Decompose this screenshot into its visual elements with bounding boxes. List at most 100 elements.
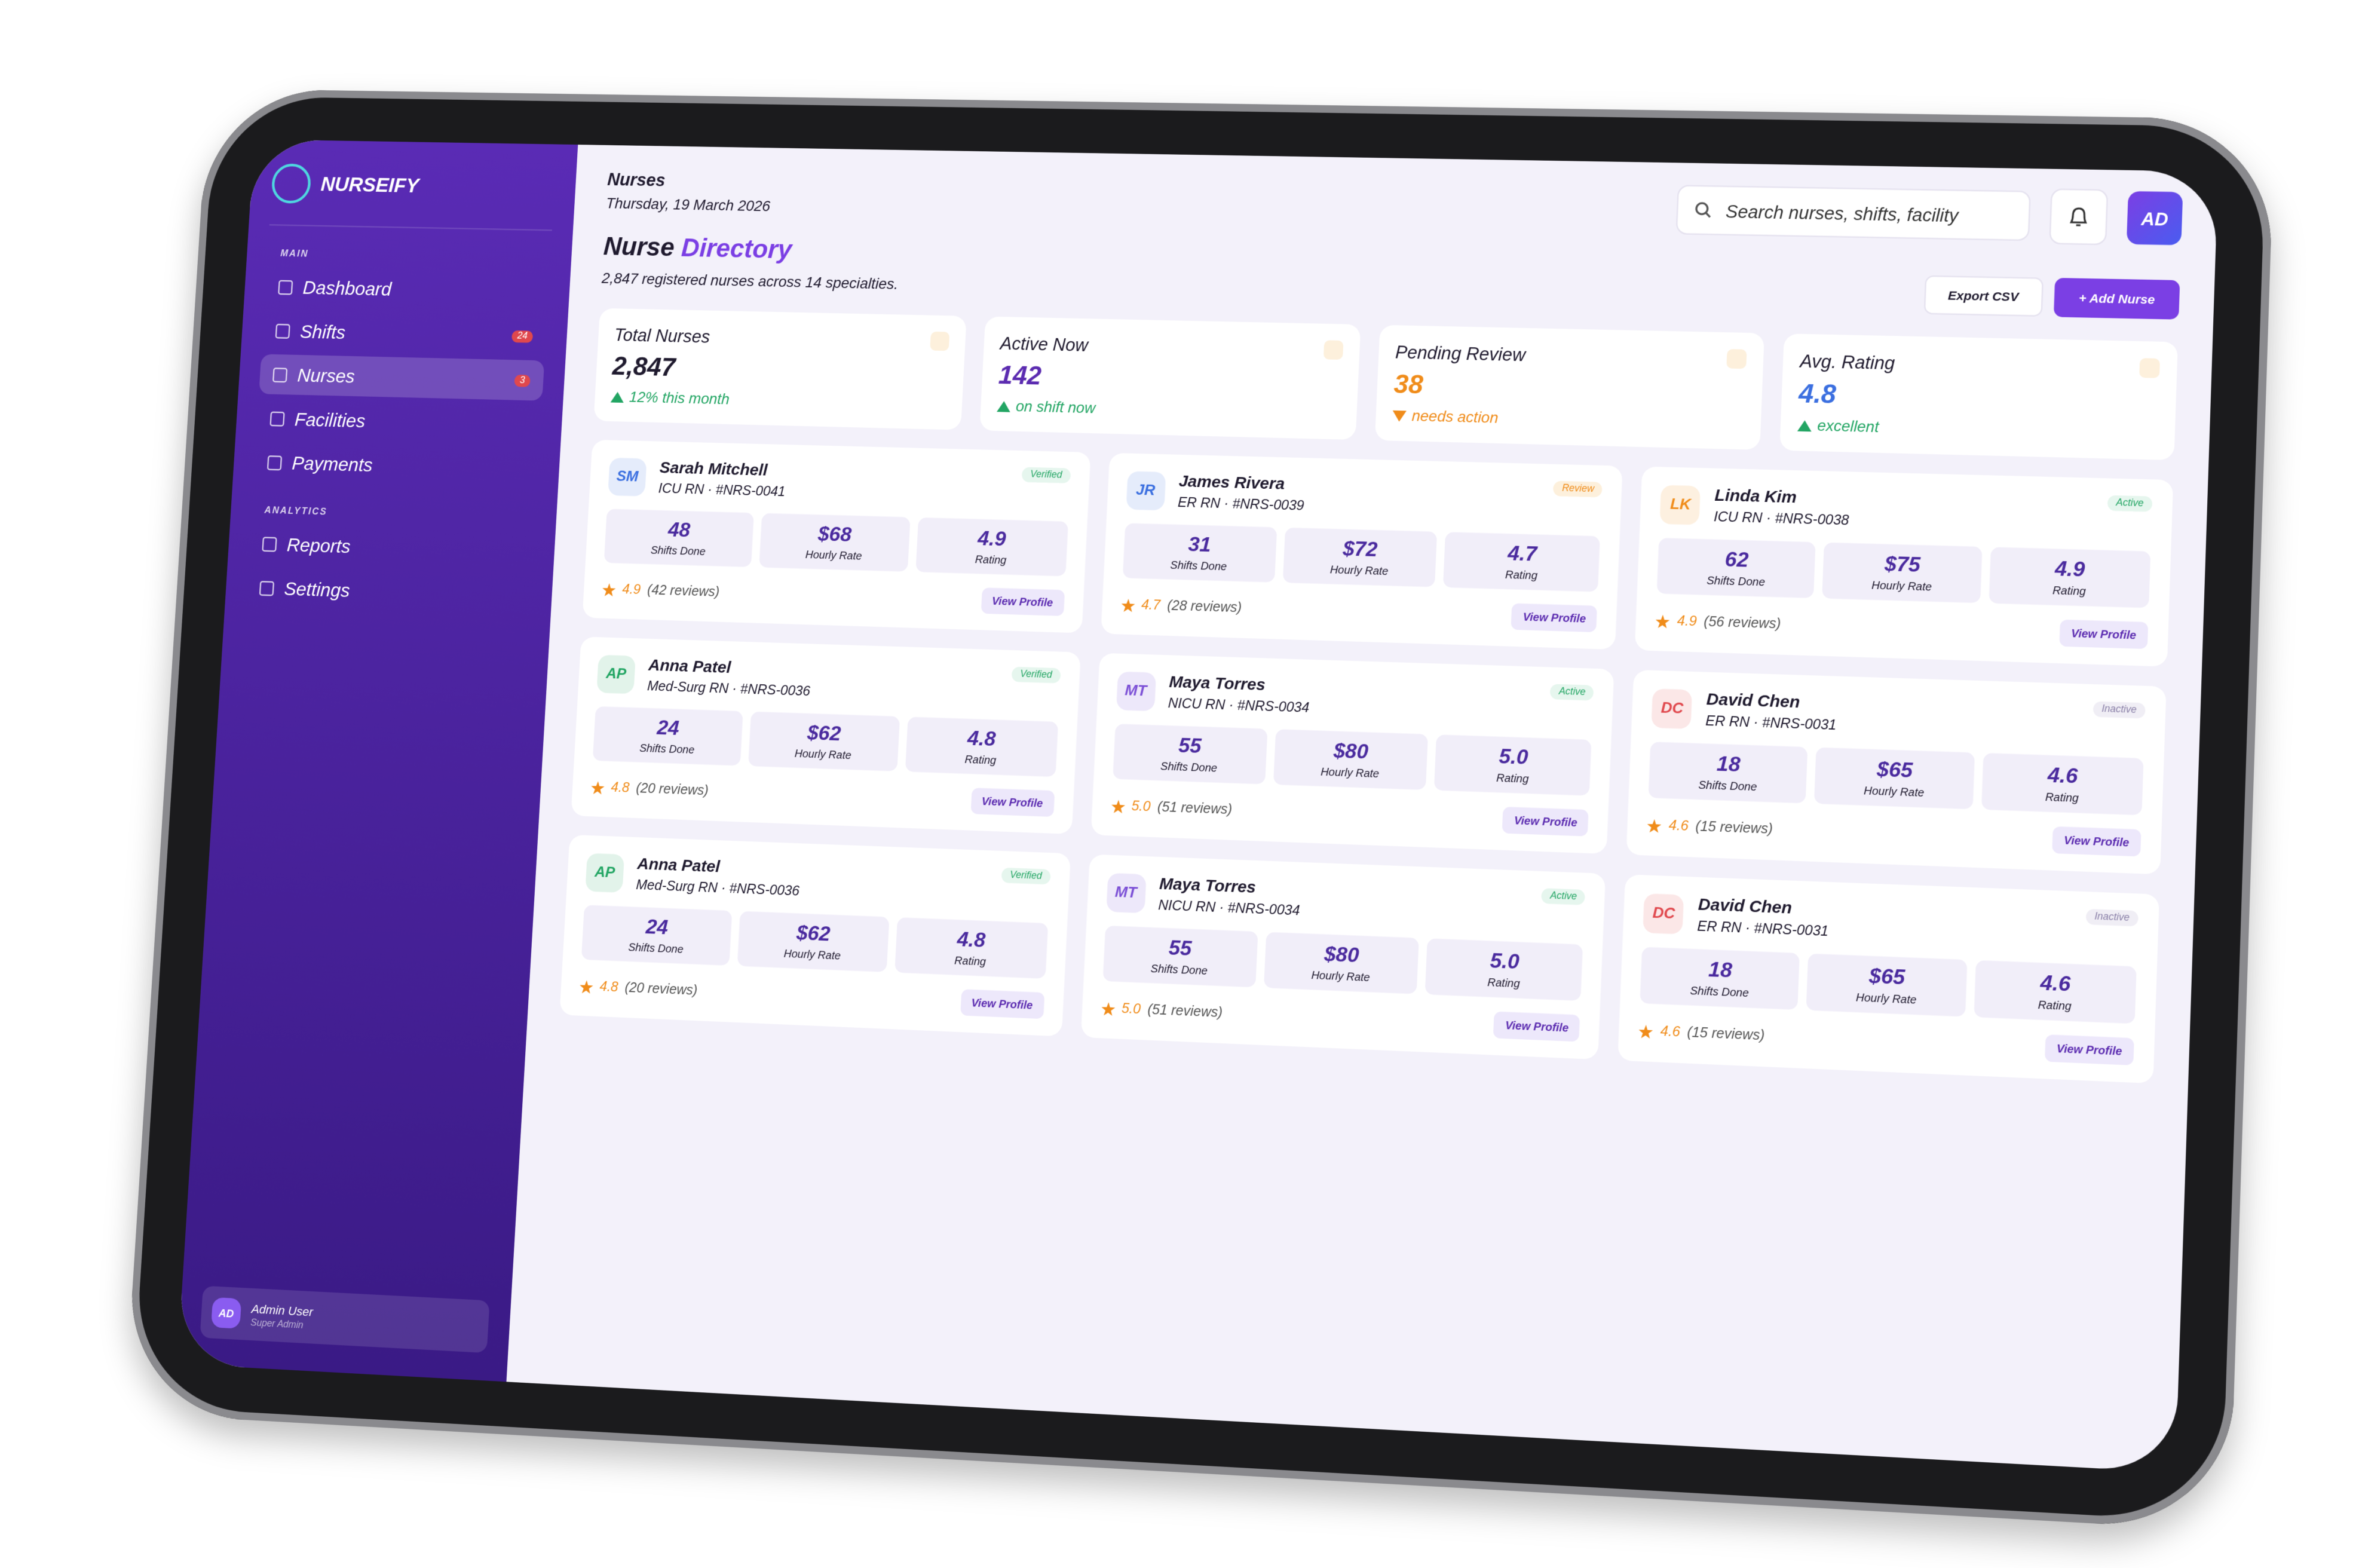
card-stat-label: Shifts Done bbox=[1113, 758, 1265, 776]
card-footer: 4.8 (20 reviews) View Profile bbox=[590, 774, 1055, 817]
nurse-card: MT Maya Torres NICU RN · #NRS-0034 Active 55… bbox=[1090, 653, 1614, 854]
view-profile[interactable]: View Profile bbox=[2059, 620, 2148, 649]
reviews: (51 reviews) bbox=[1157, 800, 1232, 818]
nav-item[interactable]: Reports bbox=[248, 523, 534, 571]
stat-note-text: 12% this month bbox=[629, 390, 730, 408]
page-subtitle: 2,847 registered nurses across 14 specia… bbox=[601, 271, 899, 293]
app: NURSEIFY MAIN Dashboard Shifts 24 Nurses 3 Fac… bbox=[177, 139, 2219, 1472]
card-footer: 4.6 (15 reviews) View Profile bbox=[1647, 812, 2141, 857]
search-icon bbox=[1695, 201, 1712, 218]
nurse-avatar: MT bbox=[1116, 670, 1156, 710]
add-button[interactable]: + Add Nurse bbox=[2054, 278, 2180, 320]
view-profile[interactable]: View Profile bbox=[970, 788, 1055, 817]
card-stat-label: Shifts Done bbox=[593, 740, 742, 758]
nurse-card: JR James Rivera ER RN · #NRS-0039 Review 31 S… bbox=[1101, 453, 1623, 650]
star-icon bbox=[1111, 799, 1125, 813]
trend-down bbox=[1392, 411, 1407, 422]
card-stat: $75 Hourly Rate bbox=[1822, 543, 1983, 603]
card-stat-value: $65 bbox=[1807, 962, 1968, 993]
nav-label: Nurses bbox=[297, 364, 356, 387]
stat-note: 12% this month bbox=[610, 389, 946, 414]
view-profile[interactable]: View Profile bbox=[1511, 604, 1598, 633]
card-stat: 18 Shifts Done bbox=[1649, 742, 1807, 803]
card-stat: 4.7 Rating bbox=[1444, 532, 1601, 592]
nav-icon bbox=[275, 323, 290, 338]
view-profile[interactable]: View Profile bbox=[981, 587, 1065, 616]
star-icon bbox=[1639, 1024, 1654, 1039]
card-header: JR James Rivera ER RN · #NRS-0039 Review bbox=[1126, 470, 1603, 522]
card-stat-value: 4.7 bbox=[1445, 540, 1600, 568]
stat-card: Avg. Rating 4.8 excellent bbox=[1779, 333, 2178, 460]
nav-item[interactable]: Payments bbox=[253, 442, 540, 489]
card-stat-label: Rating bbox=[916, 552, 1067, 568]
title-b: Directory bbox=[681, 235, 792, 265]
card-stat-label: Rating bbox=[1426, 973, 1582, 993]
card-header: LK Linda Kim ICU RN · #NRS-0038 Active bbox=[1660, 483, 2152, 537]
nurse-card: AP Anna Patel Med-Surg RN · #NRS-0036 Verif… bbox=[559, 835, 1070, 1037]
stat-icon bbox=[930, 332, 949, 351]
bell-icon bbox=[2068, 206, 2089, 228]
reviews: (15 reviews) bbox=[1687, 1025, 1765, 1045]
tablet-frame: NURSEIFY MAIN Dashboard Shifts 24 Nurses 3 Fac… bbox=[124, 88, 2275, 1531]
nurse-card: SM Sarah Mitchell ICU RN · #NRS-0041 Verifi… bbox=[582, 440, 1090, 633]
header-avatar[interactable]: AD bbox=[2127, 191, 2183, 246]
section-title: Nurses bbox=[607, 169, 773, 192]
nav-label: Reports bbox=[286, 534, 351, 557]
nurse-role: ER RN · #NRS-0031 bbox=[1697, 920, 1829, 941]
nurse-role: NICU RN · #NRS-0034 bbox=[1158, 899, 1300, 920]
card-stat: 5.0 Rating bbox=[1435, 734, 1592, 795]
view-profile[interactable]: View Profile bbox=[1502, 807, 1589, 837]
nav-item[interactable]: Dashboard bbox=[264, 267, 549, 313]
view-profile[interactable]: View Profile bbox=[960, 989, 1044, 1019]
nav-icon bbox=[262, 536, 277, 551]
card-stat: 55 Shifts Done bbox=[1112, 724, 1267, 784]
stat-card: Active Now 142 on shift now bbox=[979, 317, 1361, 440]
stat-icon bbox=[1324, 340, 1344, 360]
card-stat-value: 62 bbox=[1658, 546, 1816, 574]
rating: 4.8 bbox=[611, 780, 630, 796]
user-card[interactable]: AD Admin User Super Admin bbox=[200, 1286, 489, 1353]
star-icon bbox=[1101, 1002, 1115, 1016]
nurse-card: MT Maya Torres NICU RN · #NRS-0034 Active 55… bbox=[1080, 854, 1606, 1059]
star-icon bbox=[580, 979, 594, 994]
search-placeholder: Search nurses, shifts, facility bbox=[1725, 200, 1959, 225]
nurse-role: ICU RN · #NRS-0038 bbox=[1714, 510, 1849, 529]
card-stat-label: Shifts Done bbox=[1658, 572, 1815, 590]
card-stat-label: Hourly Rate bbox=[749, 746, 898, 763]
user-role: Super Admin bbox=[250, 1318, 313, 1331]
nurse-name: Anna Patel bbox=[648, 655, 811, 679]
rating: 5.0 bbox=[1131, 799, 1151, 815]
search[interactable]: Search nurses, shifts, facility bbox=[1675, 185, 2030, 241]
nav-icon bbox=[259, 580, 274, 595]
nav-label: Payments bbox=[292, 452, 373, 476]
nav-item[interactable]: Nurses 3 bbox=[259, 354, 544, 400]
view-profile[interactable]: View Profile bbox=[2045, 1034, 2134, 1065]
card-stat: 4.6 Rating bbox=[1981, 753, 2143, 815]
export-button[interactable]: Export CSV bbox=[1923, 275, 2044, 317]
nav-item[interactable]: Facilities bbox=[256, 398, 542, 445]
screen: NURSEIFY MAIN Dashboard Shifts 24 Nurses 3 Fac… bbox=[177, 139, 2219, 1472]
card-stat-value: $62 bbox=[749, 719, 899, 748]
stat-note-text: excellent bbox=[1817, 418, 1879, 436]
card-stat: 18 Shifts Done bbox=[1640, 947, 1800, 1010]
nurse-name: David Chen bbox=[1706, 689, 1837, 713]
view-profile[interactable]: View Profile bbox=[1493, 1012, 1580, 1042]
nav-section: ANALYTICS bbox=[264, 506, 535, 523]
nav-label: Dashboard bbox=[302, 277, 392, 300]
nav-item[interactable]: Shifts 24 bbox=[262, 310, 547, 356]
nav-item[interactable]: Settings bbox=[246, 567, 532, 616]
card-stats: 62 Shifts Done $75 Hourly Rate 4.9 Rating bbox=[1657, 538, 2150, 608]
reviews: (20 reviews) bbox=[636, 781, 709, 798]
reviews: (51 reviews) bbox=[1147, 1003, 1223, 1021]
reviews: (15 reviews) bbox=[1695, 819, 1773, 838]
notifications[interactable] bbox=[2049, 188, 2108, 245]
stat-label: Total Nurses bbox=[614, 324, 949, 352]
card-stats: 48 Shifts Done $68 Hourly Rate 4.9 Rating bbox=[604, 509, 1068, 577]
card-header: SM Sarah Mitchell ICU RN · #NRS-0041 Verifi… bbox=[608, 457, 1070, 508]
status-badge: Verified bbox=[1012, 667, 1061, 684]
view-profile[interactable]: View Profile bbox=[2052, 826, 2142, 857]
stat-label: Avg. Rating bbox=[1800, 351, 2160, 379]
card-stat-value: 4.8 bbox=[896, 926, 1047, 955]
status-badge: Review bbox=[1554, 481, 1603, 498]
